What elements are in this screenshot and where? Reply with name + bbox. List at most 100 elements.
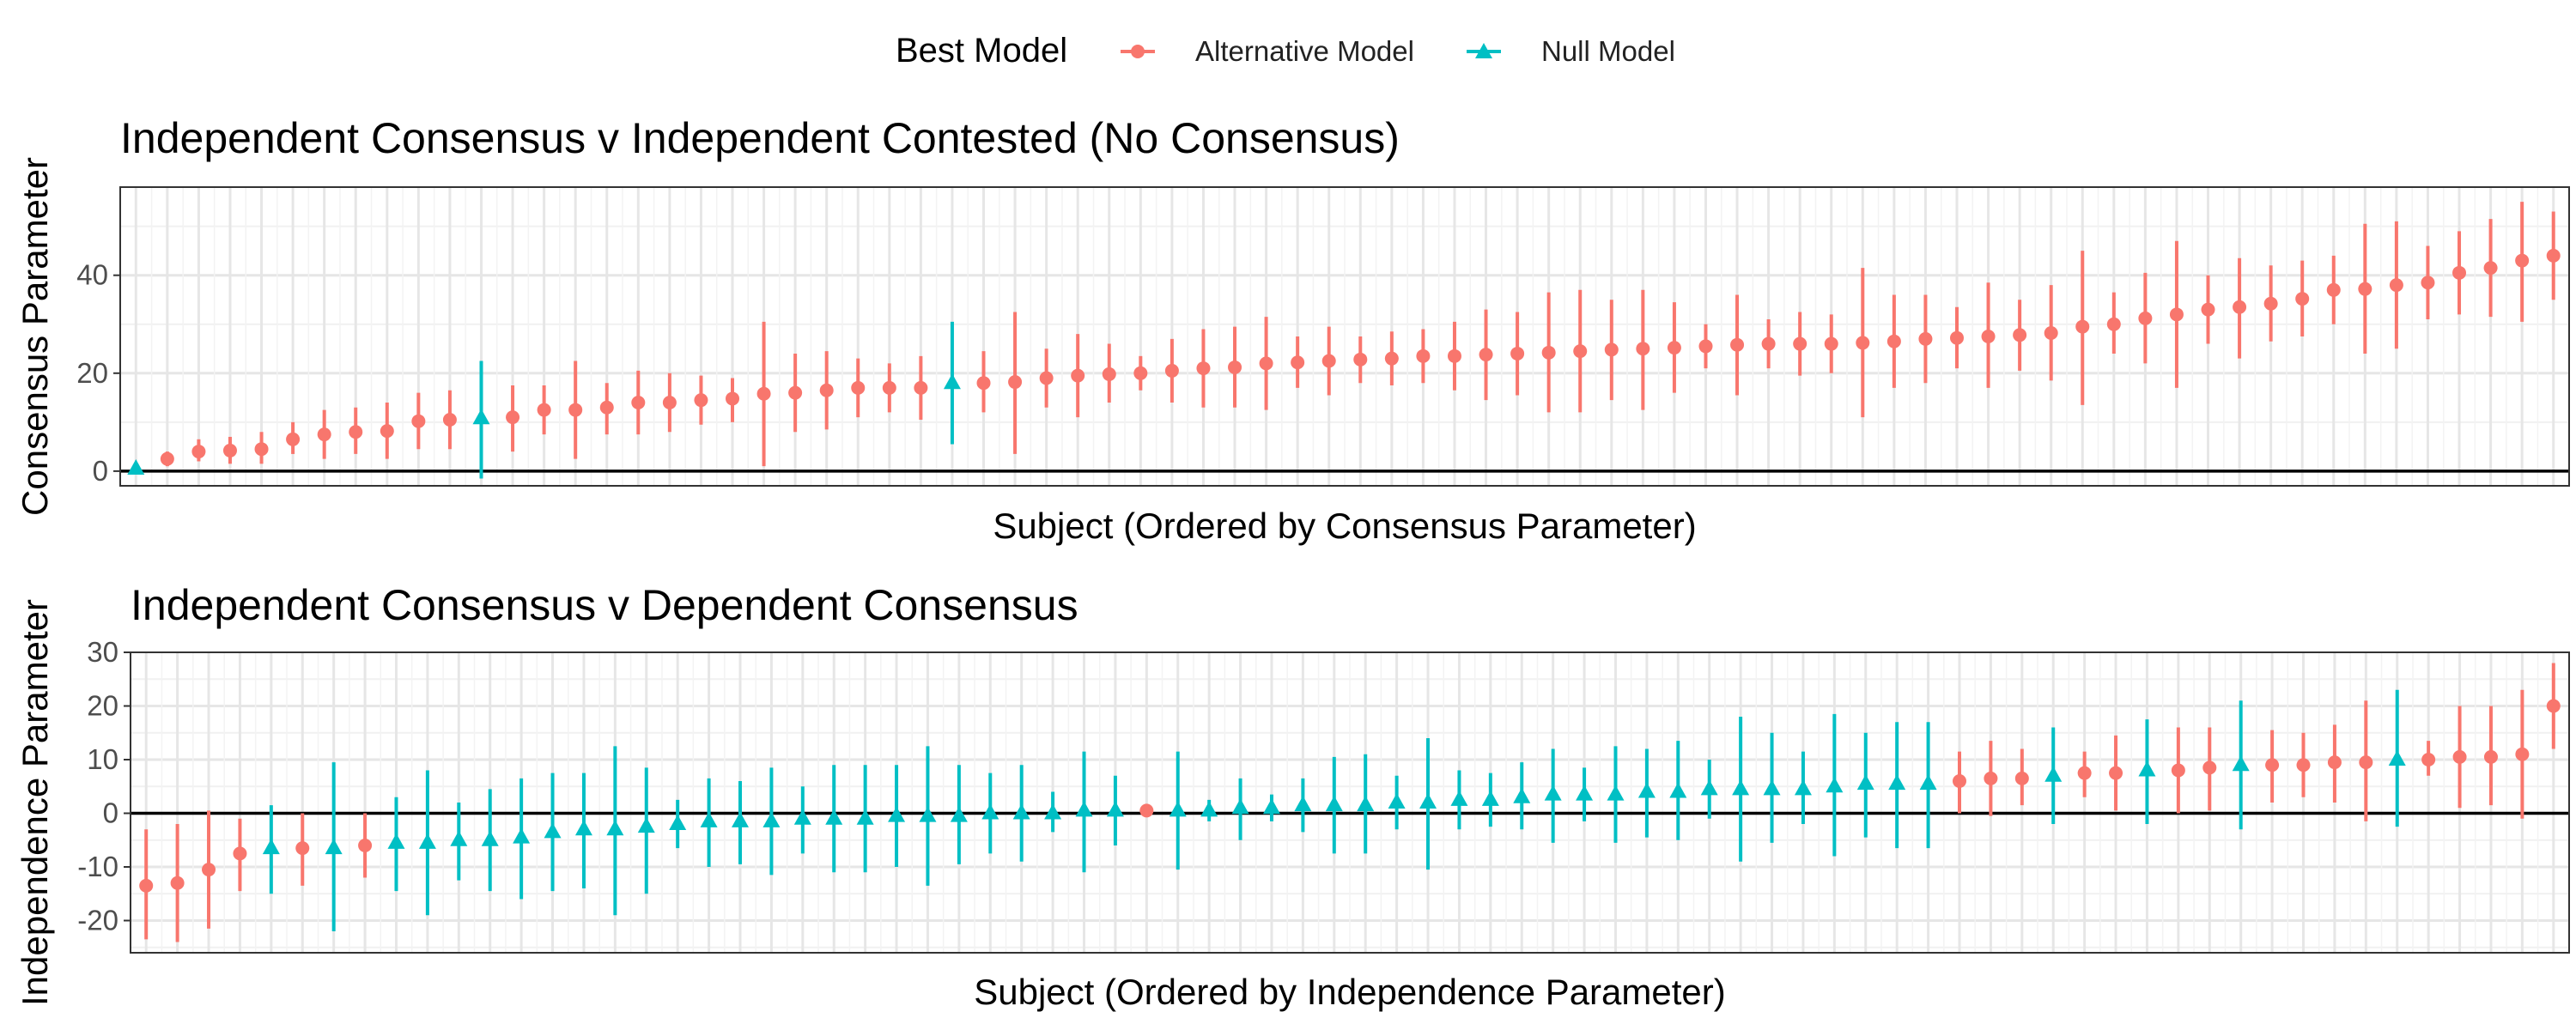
panel1-circle-marker <box>1133 366 1148 380</box>
panel1-point-38 <box>1291 336 1305 388</box>
panel1-circle-marker <box>1793 336 1807 351</box>
panel2-triangle-marker <box>481 830 499 846</box>
panel1-circle-marker <box>2233 300 2247 314</box>
panel2-point-44 <box>1481 772 1499 827</box>
panel1-point-65 <box>2138 272 2153 364</box>
panel2-point-55 <box>1826 713 1844 857</box>
panel2-triangle-marker <box>1231 798 1249 815</box>
panel1-point-54 <box>1793 312 1807 376</box>
panel1-circle-marker <box>851 380 866 395</box>
panel2-triangle-marker <box>544 822 562 839</box>
panel1-circle-marker <box>2044 326 2058 341</box>
panel1-point-27 <box>943 321 961 445</box>
panel2-triangle-marker <box>793 809 811 825</box>
panel1-point-22 <box>788 353 803 433</box>
panel1-circle-marker <box>694 393 708 408</box>
panel1-point-7 <box>317 409 331 459</box>
panel1-circle-marker <box>2515 253 2530 268</box>
panel1-circle-marker <box>1950 330 1964 345</box>
panel2-triangle-marker <box>1919 774 1937 791</box>
legend-title: Best Model <box>896 32 1067 70</box>
panel1-circle-marker <box>254 442 269 457</box>
panel2-point-27 <box>950 765 968 864</box>
panel1-circle-marker <box>2106 317 2121 331</box>
panel1-circle-marker <box>2358 282 2372 296</box>
panel1-y-tick-label: 0 <box>93 455 108 487</box>
panel1-circle-marker <box>442 412 457 427</box>
panel1-point-75 <box>2452 231 2467 315</box>
panel1-circle-marker <box>1259 356 1273 371</box>
panel1-point-46 <box>1541 292 1556 413</box>
panel2-triangle-marker <box>1012 803 1030 820</box>
panel2-point-3 <box>202 810 216 929</box>
legend-label-null: Null Model <box>1541 35 1675 67</box>
panel1-circle-marker <box>222 443 237 457</box>
panel2-triangle-marker <box>950 806 968 822</box>
panel2-point-68 <box>2232 700 2250 830</box>
panel1-circle-marker <box>1102 367 1116 381</box>
panel1-circle-marker <box>1918 331 1933 346</box>
panel1-circle-marker <box>191 445 206 459</box>
panel2-point-9 <box>387 797 405 892</box>
panel1-point-52 <box>1730 294 1745 396</box>
panel2-point-65 <box>2138 719 2156 824</box>
panel2-y-axis: -20 -10 0 10 20 30 <box>77 636 131 936</box>
panel2-triangle-marker <box>513 827 531 844</box>
panel1-point-14 <box>537 385 551 435</box>
panel2-point-49 <box>1637 748 1656 838</box>
panel2-point-4 <box>233 818 247 892</box>
panel2-triangle-marker <box>450 830 468 846</box>
panel2-triangle-marker <box>2138 760 2156 777</box>
panel2-circle-marker <box>2483 749 2498 764</box>
panel2-triangle-marker <box>1732 779 1750 796</box>
panel1-point-9 <box>380 403 394 459</box>
panel1-point-70 <box>2295 260 2310 336</box>
panel1-circle-marker <box>1856 336 1870 350</box>
panel1-point-32 <box>1102 343 1116 403</box>
panel1-point-58 <box>1918 294 1933 384</box>
panel1-point-76 <box>2483 219 2498 318</box>
panel1-point-48 <box>1604 300 1619 401</box>
panel2-point-14 <box>544 772 562 892</box>
panel1-point-2 <box>160 451 174 467</box>
panel1-point-57 <box>1886 294 1901 388</box>
panel1-circle-marker <box>2295 292 2310 306</box>
panel2-triangle-marker <box>1357 796 1375 812</box>
legend-item-alternative-model: Alternative Model <box>1121 35 1414 67</box>
panel1-point-69 <box>2263 265 2278 342</box>
panel1-point-21 <box>756 321 771 467</box>
panel2-y-axis-label: Independence Parameter <box>15 599 55 1006</box>
panel1-circle-marker <box>756 386 771 401</box>
panel1-circle-marker <box>882 380 896 395</box>
panel2-point-17 <box>637 767 655 894</box>
panel1-point-10 <box>411 392 426 450</box>
panel1-circle-marker <box>1730 337 1745 352</box>
panel2-point-54 <box>1794 751 1812 824</box>
panel1-circle-marker <box>1886 334 1901 348</box>
panel1-point-53 <box>1761 319 1776 369</box>
panel2-point-32 <box>1106 775 1124 845</box>
panel2-point-31 <box>1075 751 1093 873</box>
panel1-point-60 <box>1981 282 1996 388</box>
panel1-point-41 <box>1384 331 1399 386</box>
panel2-circle-marker <box>1953 774 1966 788</box>
panel2-triangle-marker <box>1106 801 1124 817</box>
panel1-circle-marker <box>317 427 331 442</box>
panel2-circle-marker <box>2515 747 2530 761</box>
panel2-y-tick-label: 30 <box>87 636 118 668</box>
panel2-point-56 <box>1856 732 1874 838</box>
panel1-point-34 <box>1164 338 1179 403</box>
panel2-triangle-marker <box>325 839 343 855</box>
panel2-point-34 <box>1169 751 1187 870</box>
panel2-point-40 <box>1357 754 1375 854</box>
panel1-title: Independent Consensus v Independent Cont… <box>120 114 1400 162</box>
panel2-point-16 <box>606 746 624 916</box>
panel2-point-26 <box>919 746 937 886</box>
panel2-y-tick-label: 20 <box>87 690 118 722</box>
panel2-triangle-marker <box>606 820 624 836</box>
panel2-point-7 <box>325 762 343 931</box>
panel2-circle-marker <box>1139 803 1154 818</box>
panel2-triangle-marker <box>762 811 781 827</box>
panel1-point-11 <box>442 390 457 450</box>
panel2-point-62 <box>2044 727 2063 824</box>
